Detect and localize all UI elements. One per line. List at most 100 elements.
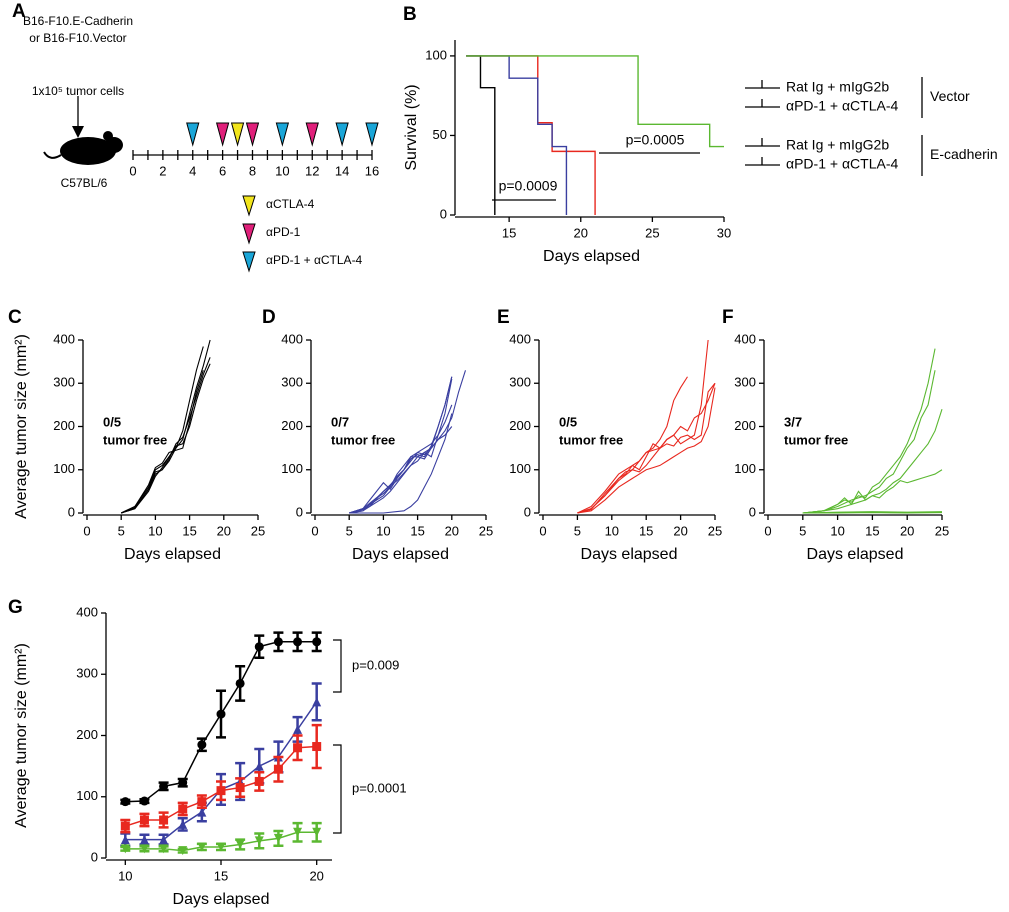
legend-label: αPD-1 + αCTLA-4 <box>266 253 363 267</box>
injection-marker <box>335 122 349 147</box>
tumor-free-note: tumor free <box>103 432 167 447</box>
x-tick-label: 20 <box>217 523 231 538</box>
data-point <box>120 821 130 831</box>
data-point <box>254 642 264 652</box>
y-tick-label: 50 <box>433 127 447 142</box>
tumor-growth-line <box>577 383 716 514</box>
y-tick-label: 300 <box>281 375 303 390</box>
y-tick-label: 200 <box>76 727 98 742</box>
y-tick-label: 400 <box>281 331 303 346</box>
y-tick-label: 300 <box>76 666 98 681</box>
x-axis-label: Days elapsed <box>124 546 221 563</box>
data-point <box>120 835 130 845</box>
y-tick-label: 200 <box>281 418 303 433</box>
data-point <box>197 842 207 852</box>
x-axis-label: Days elapsed <box>581 546 678 563</box>
data-point <box>139 835 149 845</box>
x-tick-label: 10 <box>118 868 132 883</box>
panel-label: F <box>722 307 734 328</box>
x-axis-label: Days elapsed <box>807 546 904 563</box>
tumor-free-note: tumor free <box>559 432 623 447</box>
legend-label: αPD-1 <box>266 225 301 239</box>
legend-label: Rat Ig + mIgG2b <box>786 79 889 95</box>
data-point <box>293 743 303 753</box>
x-tick-label: 5 <box>799 523 806 538</box>
data-point <box>159 844 169 854</box>
tumor-growth-line <box>121 357 211 514</box>
x-tick-label: 6 <box>219 163 226 178</box>
x-tick-label: 0 <box>83 523 90 538</box>
y-tick-label: 100 <box>425 47 447 62</box>
legend-marker <box>242 195 256 217</box>
y-tick-label: 0 <box>524 504 531 519</box>
data-point <box>293 827 303 837</box>
p-value: p=0.0005 <box>626 132 685 148</box>
legend-label: αCTLA-4 <box>266 197 315 211</box>
survival-line <box>466 55 568 215</box>
injection-marker <box>275 122 290 147</box>
tumor-growth-line <box>577 387 716 514</box>
x-axis-label: Days elapsed <box>173 891 270 908</box>
y-tick-label: 0 <box>68 504 75 519</box>
x-axis-label: Days elapsed <box>543 248 640 265</box>
x-tick-label: 2 <box>159 163 166 178</box>
x-tick-label: 25 <box>479 523 493 538</box>
legend-marker <box>242 223 256 245</box>
x-tick-label: 4 <box>189 163 196 178</box>
y-tick-label: 400 <box>76 604 98 619</box>
tumor-growth-line <box>120 346 204 514</box>
y-tick-label: 300 <box>509 375 531 390</box>
x-tick-label: 14 <box>335 163 349 178</box>
y-tick-label: 0 <box>749 504 756 519</box>
tumor-free-note: 3/7 <box>784 414 802 429</box>
x-tick-label: 15 <box>182 523 196 538</box>
y-axis-label: Survival (%) <box>403 84 420 170</box>
x-tick-label: 0 <box>539 523 546 538</box>
legend-label: Rat Ig + mIgG2b <box>786 137 889 153</box>
tumor-growth-line <box>802 348 936 514</box>
data-point <box>178 819 188 829</box>
x-tick-label: 25 <box>251 523 265 538</box>
data-point <box>120 844 130 854</box>
y-tick-label: 400 <box>734 331 756 346</box>
data-point <box>254 776 264 786</box>
p-value-bracket <box>333 744 342 834</box>
y-tick-label: 200 <box>734 418 756 433</box>
y-tick-label: 300 <box>53 375 75 390</box>
injection-marker <box>215 122 230 147</box>
y-tick-label: 300 <box>734 375 756 390</box>
p-value: p=0.009 <box>352 657 399 672</box>
x-tick-label: 15 <box>410 523 424 538</box>
survival-line <box>466 55 724 148</box>
data-point <box>216 842 226 852</box>
panel-label: D <box>262 307 276 328</box>
cell-line: B16-F10.E-Cadherin <box>23 14 133 28</box>
p-value-bracket <box>333 639 342 693</box>
legend-label: αPD-1 + αCTLA-4 <box>786 156 898 172</box>
y-tick-label: 0 <box>296 504 303 519</box>
tumor-growth-line <box>577 382 716 514</box>
data-point <box>273 833 283 843</box>
tumor-free-note: 0/5 <box>103 414 121 429</box>
data-point <box>159 835 169 845</box>
y-tick-label: 100 <box>76 788 98 803</box>
data-point <box>139 815 149 825</box>
mouse-illustration <box>43 96 123 165</box>
x-tick-label: 20 <box>574 225 588 240</box>
x-tick-label: 10 <box>148 523 162 538</box>
y-axis-label: Average tumor size (mm²) <box>13 643 30 828</box>
x-tick-label: 20 <box>673 523 687 538</box>
x-tick-label: 10 <box>376 523 390 538</box>
data-point <box>254 761 264 771</box>
data-point <box>159 815 169 825</box>
x-tick-label: 15 <box>865 523 879 538</box>
y-tick-label: 100 <box>53 461 75 476</box>
panel-label: G <box>8 597 23 618</box>
injection-marker <box>365 122 379 147</box>
tumor-free-note: 0/5 <box>559 414 577 429</box>
y-tick-label: 400 <box>53 331 75 346</box>
injection-marker <box>186 122 200 147</box>
data-point <box>178 846 188 856</box>
x-tick-label: 10 <box>830 523 844 538</box>
